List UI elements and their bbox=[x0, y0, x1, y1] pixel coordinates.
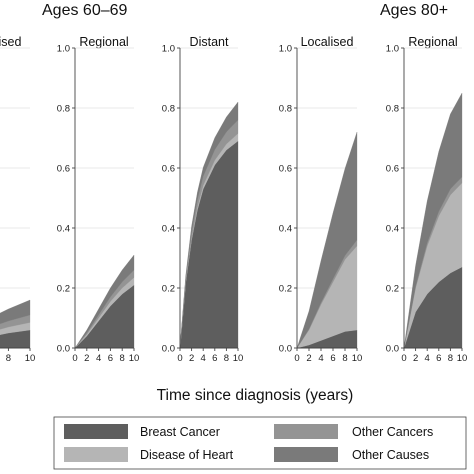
legend-item-disease-of-heart: Disease of Heart bbox=[64, 447, 234, 462]
legend-label-disease-of-heart: Disease of Heart bbox=[140, 448, 234, 462]
x-tick-label: 0 bbox=[177, 353, 182, 364]
x-tick-label: 6 bbox=[212, 353, 217, 364]
legend-label-other-cancers: Other Cancers bbox=[352, 425, 433, 439]
legend-label-other-causes: Other Causes bbox=[352, 448, 429, 462]
x-tick-label: 10 bbox=[233, 353, 244, 364]
y-tick-label: 1.0 bbox=[162, 43, 175, 54]
x-tick-label: 10 bbox=[457, 353, 468, 364]
y-tick-label: 0.8 bbox=[386, 103, 399, 114]
y-tick-label: 1.0 bbox=[57, 43, 70, 54]
x-tick-label: 8 bbox=[448, 353, 453, 364]
panel-title-ages-80-localised: Localised bbox=[301, 35, 354, 49]
y-tick-label: 0.2 bbox=[279, 283, 292, 294]
area-other-causes-ages-60-69-distant bbox=[179, 101, 239, 349]
chart-panels: Localised810Regional0.00.20.40.60.81.002… bbox=[0, 35, 467, 364]
x-tick-label: 2 bbox=[306, 353, 311, 364]
y-tick-label: 0.4 bbox=[279, 223, 292, 234]
x-tick-label: 8 bbox=[342, 353, 347, 364]
y-tick-label: 0.2 bbox=[162, 283, 175, 294]
x-tick-label: 2 bbox=[189, 353, 194, 364]
y-tick-label: 0.4 bbox=[386, 223, 399, 234]
y-tick-label: 0.8 bbox=[57, 103, 70, 114]
panel-ages-60-69-distant: Distant 0.0 0.2 0.4 0.6 0.8 1.0 0 2 4 6 8 10 bbox=[162, 35, 244, 364]
x-tick-label: 10 bbox=[25, 353, 36, 364]
legend-swatch-breast-cancer bbox=[64, 424, 128, 439]
y-tick-label: 0.8 bbox=[279, 103, 292, 114]
y-tick-label: 0.2 bbox=[386, 283, 399, 294]
panel-title-ages-60-69-localised: Localised bbox=[0, 35, 21, 49]
area-other-causes-ages-80-regional bbox=[403, 92, 463, 349]
x-tick-label: 2 bbox=[84, 353, 89, 364]
group-title-ages-60-69: Ages 60–69 bbox=[42, 2, 128, 19]
x-tick-label: 8 bbox=[224, 353, 229, 364]
x-tick-label: 4 bbox=[425, 353, 430, 364]
y-tick-label: 0.6 bbox=[279, 163, 292, 174]
group-title-ages-80-plus: Ages 80+ bbox=[380, 2, 448, 19]
y-tick-label: 1.0 bbox=[279, 43, 292, 54]
y-tick-label: 0.6 bbox=[57, 163, 70, 174]
x-tick-label: 6 bbox=[108, 353, 113, 364]
legend-item-breast-cancer: Breast Cancer bbox=[64, 424, 220, 439]
y-tick-label: 0.0 bbox=[386, 343, 399, 354]
x-tick-label: 10 bbox=[129, 353, 140, 364]
legend: Breast Cancer Other Cancers Disease of H… bbox=[53, 416, 467, 470]
legend-label-breast-cancer: Breast Cancer bbox=[140, 425, 220, 439]
panel-title-ages-60-69-distant: Distant bbox=[190, 35, 229, 49]
y-tick-label: 0.4 bbox=[162, 223, 175, 234]
x-tick-label: 2 bbox=[413, 353, 418, 364]
legend-frame bbox=[53, 416, 467, 470]
legend-swatch-disease-of-heart bbox=[64, 447, 128, 462]
panel-ages-80-localised: Localised 0.0 0.2 0.4 0.6 0.8 1.0 0 2 4 6 8 10 bbox=[279, 35, 363, 364]
area-disease-of-heart-ages-60-69-localised bbox=[0, 322, 31, 335]
x-tick-label: 0 bbox=[72, 353, 77, 364]
y-tick-label: 0.6 bbox=[386, 163, 399, 174]
x-tick-label: 0 bbox=[294, 353, 299, 364]
area-breast-cancer-ages-60-69-localised bbox=[0, 329, 31, 349]
legend-swatch-other-cancers bbox=[274, 424, 338, 439]
x-tick-label: 6 bbox=[436, 353, 441, 364]
panel-title-ages-80-regional: Regional bbox=[408, 35, 457, 49]
y-tick-label: 0.4 bbox=[57, 223, 70, 234]
x-tick-label: 4 bbox=[201, 353, 206, 364]
y-tick-label: 0.0 bbox=[162, 343, 175, 354]
area-other-cancers-ages-60-69-localised bbox=[0, 314, 31, 330]
legend-item-other-causes: Other Causes bbox=[274, 447, 429, 462]
x-tick-label: 8 bbox=[120, 353, 125, 364]
y-tick-label: 1.0 bbox=[386, 43, 399, 54]
x-tick-label: 4 bbox=[96, 353, 101, 364]
panel-ages-60-69-localised: Localised 8 10 bbox=[0, 35, 35, 364]
x-tick-label: 0 bbox=[401, 353, 406, 364]
legend-swatch-other-causes bbox=[274, 447, 338, 462]
x-tick-label: 8 bbox=[6, 353, 11, 364]
area-other-causes-ages-80-localised bbox=[296, 131, 358, 349]
y-tick-label: 0.0 bbox=[279, 343, 292, 354]
x-tick-label: 10 bbox=[352, 353, 363, 364]
area-other-causes-ages-60-69-regional bbox=[74, 254, 135, 349]
y-tick-label: 0.6 bbox=[162, 163, 175, 174]
legend-item-other-cancers: Other Cancers bbox=[274, 424, 433, 439]
x-axis-title: Time since diagnosis (years) bbox=[157, 387, 354, 404]
y-tick-label: 0.0 bbox=[57, 343, 70, 354]
panel-title-ages-60-69-regional: Regional bbox=[79, 35, 128, 49]
x-tick-label: 4 bbox=[318, 353, 323, 364]
y-tick-label: 0.2 bbox=[57, 283, 70, 294]
x-tick-label: 6 bbox=[330, 353, 335, 364]
panel-ages-60-69-regional: Regional 0.0 0.2 0.4 0.6 0.8 1.0 0 2 4 6 8 10 bbox=[57, 35, 140, 364]
panel-ages-80-regional: Regional 0.0 0.2 0.4 0.6 0.8 1.0 0 2 4 6 8 10 bbox=[386, 35, 468, 364]
y-tick-label: 0.8 bbox=[162, 103, 175, 114]
area-other-causes-ages-60-69-localised bbox=[0, 299, 31, 325]
